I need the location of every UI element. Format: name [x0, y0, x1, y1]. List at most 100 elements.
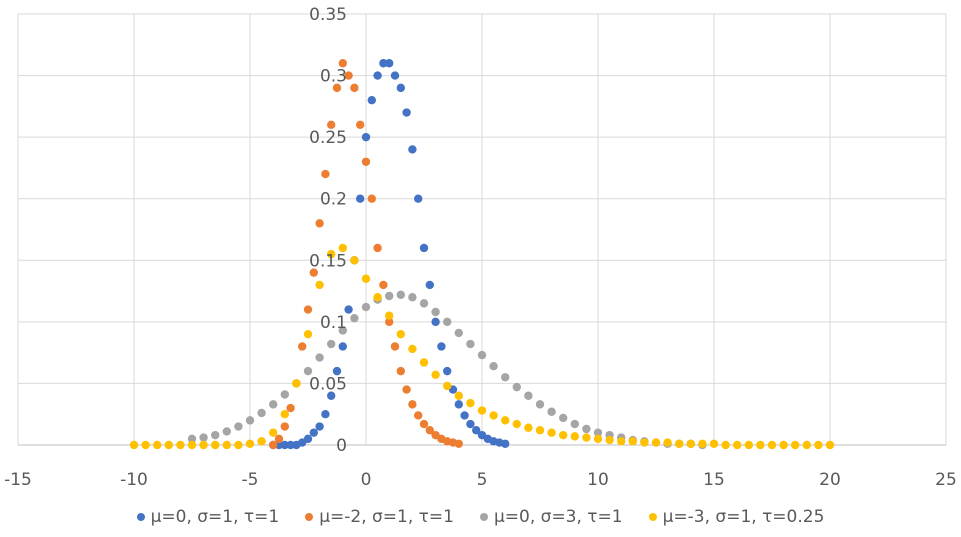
data-point: [286, 440, 295, 450]
data-point: [419, 419, 429, 429]
data-point: [640, 438, 649, 447]
data-point: [327, 391, 336, 400]
data-point: [414, 411, 423, 420]
data-point: [431, 307, 440, 317]
legend-item: μ=0, σ=3, τ=1: [479, 507, 623, 527]
data-point: [477, 350, 487, 360]
x-tick-label: 10: [587, 470, 609, 490]
data-point: [303, 305, 313, 314]
legend-item: μ=-3, σ=1, τ=0.25: [648, 507, 825, 527]
data-point: [454, 439, 463, 448]
data-point: [721, 440, 730, 450]
data-point: [176, 440, 185, 450]
data-point: [675, 439, 684, 448]
data-point: [501, 416, 510, 425]
data-point: [791, 440, 800, 450]
data-point: [379, 59, 388, 68]
data-point: [338, 59, 347, 68]
data-point: [385, 311, 394, 320]
data-point: [298, 342, 307, 351]
data-point: [390, 342, 400, 351]
data-point: [222, 440, 231, 450]
data-point: [269, 440, 278, 450]
data-point: [164, 440, 173, 450]
x-tick-label: 25: [935, 470, 957, 490]
x-tick-label: 5: [477, 470, 488, 490]
data-point: [425, 426, 434, 435]
data-point: [344, 305, 353, 314]
data-point: [593, 434, 603, 444]
data-point: [489, 361, 498, 371]
y-tick-label: 0.1: [320, 313, 347, 333]
y-tick-label: 0.15: [309, 251, 347, 271]
data-point: [686, 439, 695, 448]
data-point: [582, 424, 591, 434]
data-point: [628, 437, 637, 446]
data-point: [390, 71, 400, 80]
data-point: [327, 339, 336, 349]
data-point: [570, 419, 579, 429]
y-tick-label: 0.25: [309, 128, 347, 148]
data-point: [315, 422, 324, 431]
data-point: [385, 291, 394, 301]
legend-label: μ=-3, σ=1, τ=0.25: [662, 507, 825, 527]
series-4: [129, 243, 835, 450]
data-point: [414, 194, 423, 203]
data-point: [315, 219, 324, 228]
data-point: [315, 353, 324, 362]
data-point: [408, 344, 417, 354]
data-point: [361, 132, 371, 142]
legend-label: μ=0, σ=1, τ=1: [150, 507, 280, 527]
data-point: [767, 440, 777, 450]
data-point: [141, 440, 150, 450]
data-point: [211, 440, 220, 450]
data-point: [472, 426, 481, 435]
data-point: [373, 243, 382, 253]
series-1: [269, 59, 510, 450]
data-point: [501, 373, 510, 382]
data-point: [321, 169, 330, 179]
data-point: [559, 413, 568, 423]
data-point: [779, 440, 788, 450]
data-point: [367, 194, 376, 203]
data-point: [402, 108, 411, 117]
data-point: [222, 427, 231, 436]
data-point: [466, 419, 475, 429]
data-point: [570, 432, 579, 441]
chart-legend: μ=0, σ=1, τ=1 μ=-2, σ=1, τ=1 μ=0, σ=3, τ=1…: [0, 507, 961, 527]
data-point: [344, 71, 353, 80]
data-point: [733, 440, 742, 450]
data-point: [373, 293, 382, 302]
data-point: [361, 274, 371, 283]
data-point: [466, 398, 475, 408]
x-tick-label: -15: [4, 470, 32, 490]
data-point: [385, 59, 394, 68]
tick-labels: 0 0.05 0.1 0.15 0.2 0.25 0.3 0.35 -15 -10 -5 0 5 10 15…: [4, 5, 957, 490]
data-point: [350, 256, 359, 265]
data-point: [257, 437, 266, 446]
x-tick-label: -5: [242, 470, 259, 490]
data-point: [814, 440, 823, 450]
data-point: [396, 290, 405, 299]
data-point: [477, 406, 487, 415]
data-point: [199, 433, 208, 442]
data-point: [582, 433, 591, 442]
data-point: [280, 410, 289, 419]
data-point: [332, 83, 342, 93]
legend-item: μ=-2, σ=1, τ=1: [305, 507, 454, 527]
data-point: [303, 366, 313, 376]
data-point: [257, 408, 266, 418]
data-point: [396, 329, 405, 339]
data-point: [245, 439, 255, 448]
y-tick-label: 0.2: [320, 190, 347, 210]
data-point: [617, 437, 626, 446]
data-point: [350, 313, 359, 323]
data-point: [361, 157, 371, 166]
data-point: [373, 71, 382, 80]
data-point: [802, 440, 811, 450]
data-point: [825, 440, 835, 450]
data-point: [547, 428, 556, 437]
data-point: [303, 329, 313, 339]
data-point: [524, 391, 533, 400]
data-point: [466, 339, 475, 349]
